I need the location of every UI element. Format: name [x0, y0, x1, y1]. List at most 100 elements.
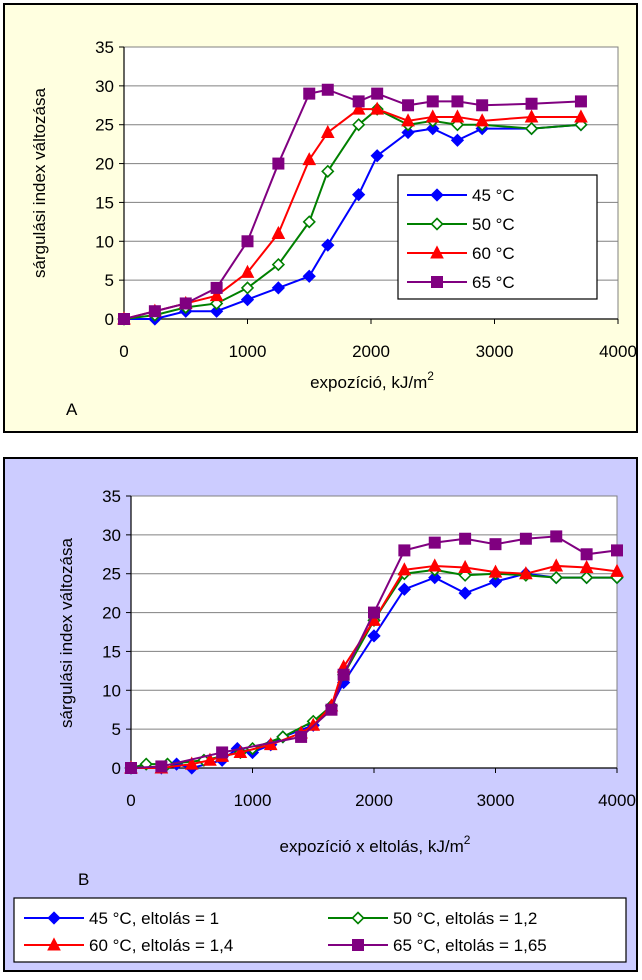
- panel-a-series-1-point: [426, 121, 440, 136]
- panel-b-x-tick-label: 3000: [477, 791, 515, 810]
- panel-a-series-1-point: [450, 133, 465, 147]
- panel-b-y-tick-label: 10: [102, 681, 121, 700]
- panel-b-x-tick-label: 2000: [355, 791, 393, 810]
- panel-a-series-4-line: [123, 88, 581, 320]
- panel-b-series-4-point: [428, 536, 441, 549]
- panel-a-series-2-line: [123, 107, 582, 320]
- panel-a-series-1-point: [240, 292, 255, 307]
- panel-b-legend-marker: [47, 911, 61, 925]
- panel-a-x-tick-label: 1000: [229, 342, 267, 361]
- panel-b-series-1-point: [397, 582, 412, 596]
- panel-b-label: B: [78, 870, 89, 889]
- panel-a-series-4-point: [272, 157, 285, 170]
- panel-a-series-4: [118, 83, 587, 325]
- panel-b-x-axis-label-superscript: 2: [464, 833, 471, 847]
- panel-b-series-3-point: [397, 562, 412, 576]
- panel-a-series-4-point: [426, 95, 439, 108]
- panel-b-series-4-point: [295, 730, 308, 743]
- panel-a-series-3-point: [271, 225, 286, 240]
- panel-b-series-3-point: [233, 744, 248, 758]
- panel-a: 0 5 10 15 20 25 30 35 0 1000 2000 3000 4000 sárgulás…: [3, 3, 638, 433]
- panel-a-series-2-point: [524, 121, 539, 136]
- panel-b-legend-marker: [47, 937, 61, 951]
- panel-b-series-4-point: [398, 544, 411, 557]
- panel-a-legend-marker: [431, 276, 443, 288]
- panel-a-series-3-point: [240, 264, 255, 278]
- panel-b-series-4-point: [580, 548, 593, 561]
- panel-a-label: A: [66, 400, 78, 419]
- panel-a-series-2-point: [321, 164, 335, 178]
- panel-b-legend-label: 50 °C, eltolás = 1,2: [393, 909, 537, 928]
- panel-b-series-2-point: [579, 570, 594, 585]
- panel-a-series-4-point: [303, 87, 316, 100]
- panel-a-y-tick-label: 0: [105, 310, 114, 329]
- panel-a-series-2-point: [271, 257, 286, 272]
- panel-a-series-1-point: [321, 238, 335, 252]
- panel-b-series-4-point: [368, 606, 380, 619]
- panel-a-y-tick-label: 10: [95, 232, 114, 251]
- panel-b-legend-label: 45 °C, eltolás = 1: [89, 909, 219, 928]
- panel-a-series-3-point: [574, 109, 588, 123]
- panel-b-x-axis-label: expozíció x eltolás, kJ/m2: [280, 833, 471, 856]
- panel-a-series-3-point: [401, 113, 415, 127]
- panel-a-series-3-point: [475, 113, 489, 127]
- panel-b-series-3-point: [427, 558, 442, 572]
- panel-a-series-4-point: [352, 95, 365, 108]
- panel-b-gridlines: [131, 495, 617, 730]
- panel-b-legend-marker: [352, 939, 364, 951]
- panel-a-series-4-point: [525, 97, 538, 110]
- panel-b-series-4-point: [459, 532, 472, 545]
- panel-b-series-4: [125, 530, 623, 774]
- panel-a-series-4-point: [179, 297, 192, 310]
- panel-a-series-1-point: [302, 269, 316, 283]
- panel-a-y-axis-label: sárgulási index változása: [30, 87, 49, 277]
- panel-a-legend-label: 50 °C: [472, 215, 515, 234]
- panel-b-y-tick-label: 20: [102, 604, 121, 623]
- panel-b-series-3-point: [184, 756, 199, 770]
- panel-a-series-3-point: [450, 109, 465, 123]
- panel-a-y-tick-label: 15: [95, 193, 114, 212]
- panel-b-y-tick-label: 0: [112, 759, 121, 778]
- panel-b-series-4-point: [611, 544, 623, 557]
- panel-b-series-3-point: [549, 558, 564, 572]
- panel-a-series-3-point: [370, 101, 384, 115]
- panel-a-gridlines: [124, 46, 618, 281]
- panel-b-series-3-point: [579, 559, 594, 573]
- panel-a-legend-label: 65 °C: [472, 273, 515, 292]
- panel-a-series-3-point: [302, 152, 317, 166]
- panel-a-series-3-point: [209, 288, 224, 302]
- panel-b-legend-label: 65 °C, eltolás = 1,65: [393, 936, 547, 955]
- panel-a-series-2-point: [302, 215, 316, 229]
- panel-a-legend: 45 °C 50 °C 60 °C 65 °C: [407, 186, 515, 292]
- panel-a-series-2-point: [240, 281, 255, 295]
- panel-a-axes: 0 5 10 15 20 25 30 35 0 1000 2000 3000 4000: [95, 38, 637, 361]
- panel-a-series-4-point: [210, 281, 223, 294]
- panel-a-series-4-point: [371, 87, 384, 100]
- panel-a-series-4-point: [148, 305, 161, 318]
- panel-b-series-1-point: [428, 570, 442, 585]
- panel-b-series-3-point: [488, 564, 503, 578]
- panel-b-legend-label: 60 °C, eltolás = 1,4: [89, 936, 233, 955]
- panel-b-series-4-point: [489, 538, 502, 551]
- panel-b-axes: 0 5 10 15 20 25 30 35 0 1000 2000 3000 4000: [102, 487, 636, 810]
- panel-a-y-tick-label: 25: [95, 116, 114, 135]
- panel-a-series-3-point: [320, 124, 335, 138]
- panel-a-series-4-point: [451, 95, 464, 108]
- panel-a-series-3-point: [351, 101, 366, 115]
- panel-a-series-3-line: [123, 108, 581, 320]
- panel-a-series-1-point: [209, 304, 224, 318]
- panel-a-x-axis-label-text: expozíció, kJ/m: [310, 373, 427, 392]
- panel-b-series-4-point: [325, 703, 338, 716]
- panel-b-x-tick-label: 0: [126, 791, 135, 810]
- panel-b-series: [124, 530, 624, 775]
- panel-b-x-tick-label: 4000: [598, 791, 636, 810]
- panel-b-series-4-point: [125, 762, 137, 774]
- panel-a-y-tick-label: 20: [95, 155, 114, 174]
- panel-b-series-1-point: [367, 629, 381, 643]
- panel-a-series-1-point: [271, 281, 286, 295]
- panel-b-series-4-point: [337, 668, 350, 681]
- panel-b-series-4-point: [216, 746, 229, 759]
- panel-b-series-2-point: [549, 570, 563, 585]
- panel-a-legend-label: 60 °C: [472, 244, 515, 263]
- panel-b-series-3-point: [519, 566, 533, 580]
